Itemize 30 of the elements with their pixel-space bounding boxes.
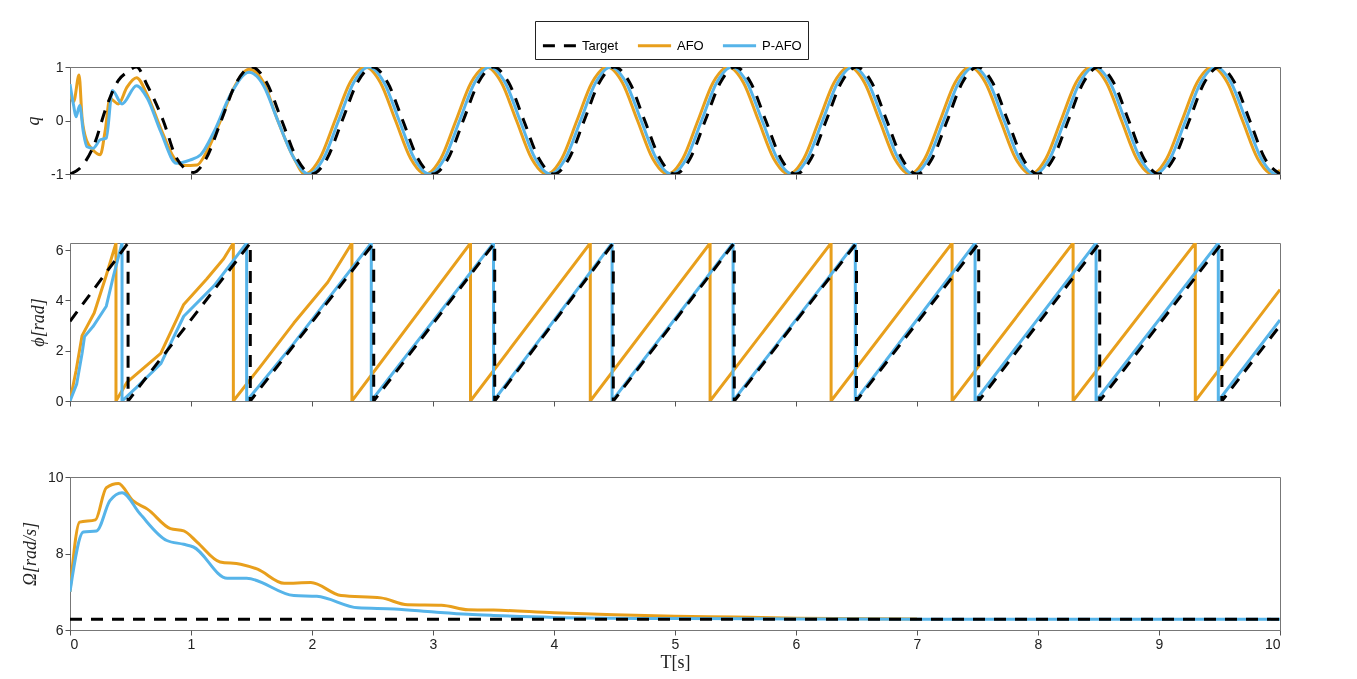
line-series (70, 243, 1280, 401)
x-tick-label: 1 (187, 635, 196, 652)
x-tick-label: 8 (1034, 635, 1043, 652)
line-series (70, 67, 1280, 174)
legend-label: Target (582, 37, 619, 53)
x-tick-label: 0 (70, 635, 79, 652)
x-tick-label: 6 (792, 635, 801, 652)
x-tick-label: 10 (1264, 635, 1281, 652)
x-tick-label: 3 (429, 635, 438, 652)
x-axis-title: T[s] (660, 651, 691, 672)
y-tick-label: 10 (47, 468, 64, 485)
y-axis-title: ϕ[rad] (27, 298, 48, 347)
y-tick-label: 6 (55, 621, 64, 638)
x-tick-label: 5 (671, 635, 680, 652)
y-tick-label: 0 (55, 392, 64, 409)
x-tick-label: 9 (1155, 635, 1164, 652)
x-tick-label: 2 (308, 635, 317, 652)
y-tick-label: 0 (55, 112, 64, 128)
legend-label: P-AFO (762, 37, 802, 53)
y-tick-label: 2 (55, 342, 64, 359)
legend-label: AFO (677, 37, 704, 53)
x-tick-label: 4 (550, 635, 559, 652)
y-tick-label: 4 (55, 291, 64, 308)
y-axis-title: Ω[rad/s] (19, 521, 40, 587)
y-tick-label: 8 (55, 545, 64, 561)
y-tick-label: 1 (55, 58, 64, 75)
y-axis-title: q (23, 116, 44, 126)
x-tick-label: 7 (913, 635, 922, 652)
y-tick-label: 6 (55, 241, 64, 258)
y-tick-label: -1 (51, 165, 64, 182)
